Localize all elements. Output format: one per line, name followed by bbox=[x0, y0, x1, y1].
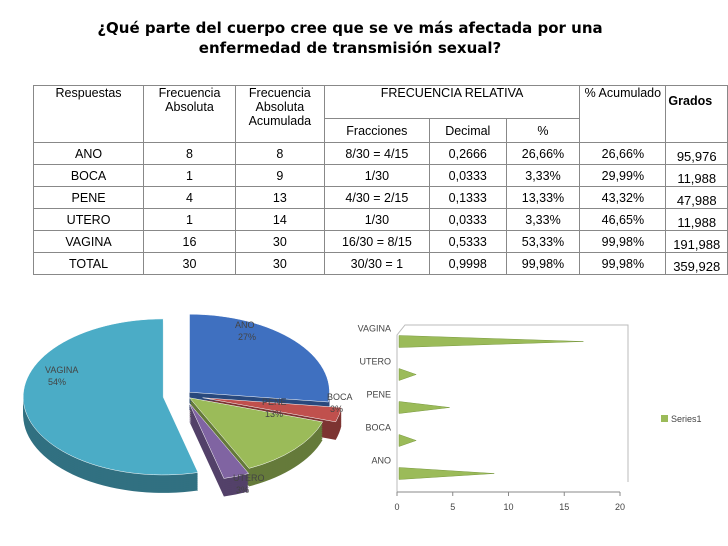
table-cell: PENE bbox=[32, 186, 145, 209]
pie-slice bbox=[189, 313, 330, 403]
bar-cone bbox=[398, 401, 450, 414]
table-cell: 16/30 = 8/15 bbox=[323, 230, 430, 253]
pie-slice bbox=[22, 318, 199, 476]
legend-label: Series1 bbox=[671, 414, 702, 424]
legend-swatch bbox=[661, 415, 668, 422]
x-tick-label: 10 bbox=[503, 502, 513, 512]
bar-cone bbox=[398, 335, 584, 348]
table-cell: 1/30 bbox=[323, 164, 430, 187]
table-row: VAGINA 16 30 16/30 = 8/15 0,5333 53,33% 99,98%… bbox=[32, 230, 728, 253]
pie-label: BOCA bbox=[327, 392, 353, 402]
table-cell: 30/30 = 1 bbox=[323, 252, 430, 275]
table-cell: TOTAL bbox=[32, 252, 145, 275]
pie-value-label: 54% bbox=[48, 377, 66, 387]
pie-slice bbox=[188, 402, 250, 479]
header-cell: % bbox=[505, 118, 581, 143]
pie-label: PENE bbox=[262, 397, 287, 407]
table-cell: UTERO bbox=[32, 208, 145, 231]
table-cell: 4/30 = 2/15 bbox=[323, 186, 430, 209]
pie-slice bbox=[202, 397, 342, 423]
y-tick-label: PENE bbox=[366, 390, 391, 400]
table-cell: 29,99% bbox=[579, 164, 667, 187]
pie-label: UTERO bbox=[233, 473, 265, 483]
header-row: Respuestas Frecuencia Absoluta Frecuencia … bbox=[32, 84, 728, 143]
header-cell: Decimal bbox=[428, 118, 507, 143]
y-tick-label: UTERO bbox=[360, 357, 392, 367]
pie-slice bbox=[188, 397, 324, 469]
x-tick-label: 5 bbox=[450, 502, 455, 512]
pie-slice-side bbox=[202, 399, 342, 424]
x-tick-label: 15 bbox=[559, 502, 569, 512]
title: ¿Qué parte del cuerpo cree que se ve más… bbox=[60, 18, 640, 58]
y-tick-label: ANO bbox=[371, 456, 391, 466]
table-row: UTERO 1 14 1/30 0,0333 3,33% 46,65% 11,988 bbox=[32, 208, 728, 231]
pie-value-label: 3% bbox=[236, 485, 249, 495]
header-cell: Grados bbox=[665, 85, 728, 143]
pie-label: VAGINA bbox=[45, 365, 78, 375]
pie-value-label: 3% bbox=[330, 404, 343, 414]
x-tick-label: 0 bbox=[394, 502, 399, 512]
table-cell: 26,66% bbox=[579, 142, 667, 165]
bar-cone bbox=[398, 467, 495, 480]
x-tick-label: 20 bbox=[615, 502, 625, 512]
table-cell: 0,9998 bbox=[428, 252, 507, 275]
table-row: TOTAL 30 30 30/30 = 1 0,9998 99,98% 99,98% 359,… bbox=[32, 252, 728, 275]
table-cell: 30 bbox=[234, 252, 325, 275]
title-line: ¿Qué parte del cuerpo cree que se ve más… bbox=[97, 19, 603, 37]
header-cell: % Acumulado bbox=[579, 85, 667, 143]
pie-value-label: 13% bbox=[265, 409, 283, 419]
table-cell: 13 bbox=[234, 186, 325, 209]
table-cell: 359,928 bbox=[665, 252, 728, 275]
y-tick-label: BOCA bbox=[365, 423, 391, 433]
table-cell: 30 bbox=[234, 230, 325, 253]
y-tick-label: VAGINA bbox=[358, 324, 391, 334]
header-cell: Frecuencia Absoluta Acumulada bbox=[234, 85, 325, 143]
plot-wall bbox=[396, 324, 629, 492]
table-cell: 99,98% bbox=[505, 252, 581, 275]
bar-cone bbox=[398, 368, 417, 381]
pie-label: ANO bbox=[235, 320, 255, 330]
header-cell: Respuestas bbox=[32, 85, 145, 143]
pie-value-label: 27% bbox=[238, 332, 256, 342]
table-cell: 11,988 bbox=[665, 208, 728, 231]
table-cell: 53,33% bbox=[505, 230, 581, 253]
table-cell: 43,32% bbox=[579, 186, 667, 209]
header-row: Fracciones Decimal% bbox=[34, 118, 728, 143]
table: Respuestas Frecuencia Absoluta Frecuencia … bbox=[32, 84, 728, 275]
header-cell: FRECUENCIA RELATIVA bbox=[323, 84, 581, 120]
bar-cone bbox=[398, 434, 417, 447]
table-row: ANO 8 8 8/30 = 4/15 0,2666 26,66% 26,66% 95,976 bbox=[32, 142, 728, 165]
table-cell: 99,98% bbox=[579, 252, 667, 275]
title-line: enfermedad de transmisión sexual? bbox=[198, 39, 502, 57]
table-row: BOCA 1 9 1/30 0,0333 3,33% 29,99% 11,988 bbox=[32, 164, 728, 187]
table-cell: 46,65% bbox=[579, 208, 667, 231]
table-cell: VAGINA bbox=[32, 230, 145, 253]
